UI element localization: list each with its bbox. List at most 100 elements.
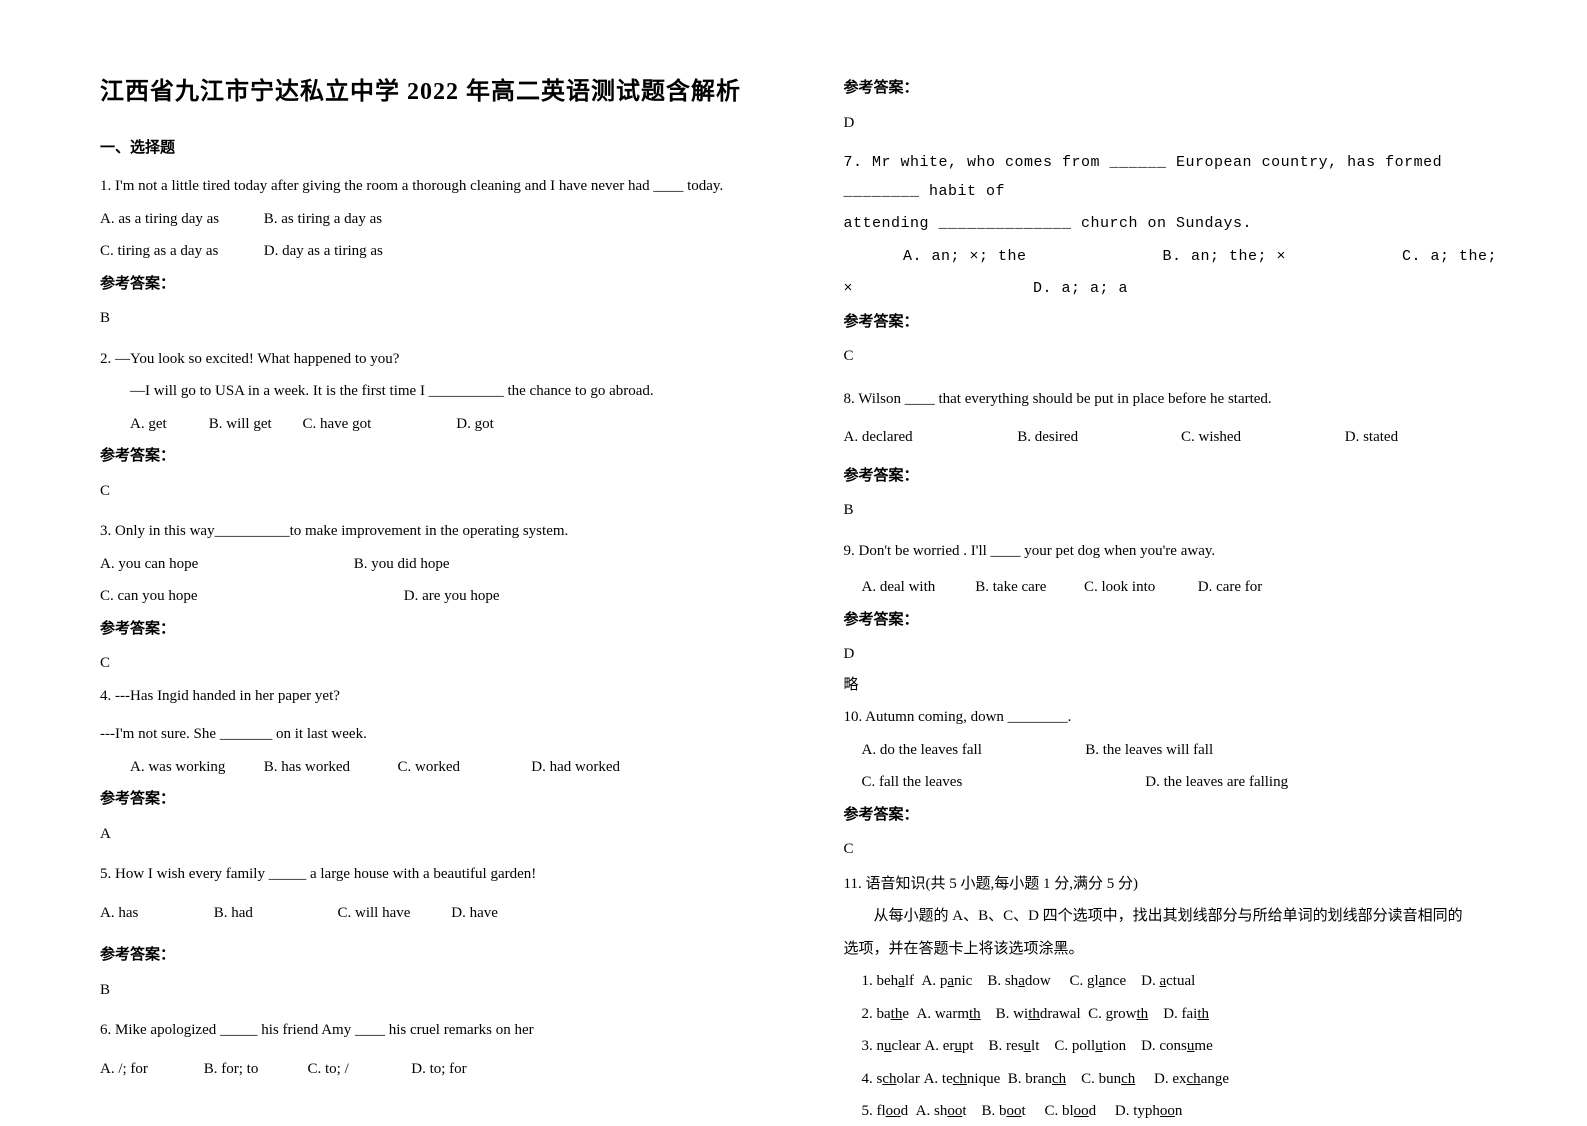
q2-ans: C <box>100 475 774 514</box>
q3-options-2: C. can you hope D. are you hope <box>100 582 774 611</box>
q7-stem-b: attending ______________ church on Sunda… <box>844 210 1528 239</box>
q3-opt-a: A. you can hope <box>100 550 350 579</box>
q9-options: A. deal with B. take care C. look into D… <box>844 573 1528 602</box>
q2-opt-d: D. got <box>456 410 494 439</box>
q11-line-2: 2. bathe A. warmth B. withdrawal C. grow… <box>844 1000 1528 1029</box>
q4-stem-2: ---I'm not sure. She _______ on it last … <box>100 720 774 749</box>
q8-ans: B <box>844 494 1528 533</box>
q8-stem: 8. Wilson ____ that everything should be… <box>844 385 1528 414</box>
q4-opt-a: A. was working <box>130 753 260 782</box>
q6-ans-label: 参考答案： <box>844 74 1528 103</box>
q6-ans: D <box>844 107 1528 146</box>
q5-stem: 5. How I wish every family _____ a large… <box>100 860 774 889</box>
q4-stem-1: 4. ---Has Ingid handed in her paper yet? <box>100 682 774 711</box>
q8-opt-d: D. stated <box>1345 423 1398 452</box>
q1-options-2: C. tiring as a day as D. day as a tiring… <box>100 237 774 266</box>
q3-ans: C <box>100 647 774 678</box>
q4-options: A. was working B. has worked C. worked D… <box>100 753 774 782</box>
q6-opt-d: D. to; for <box>411 1055 466 1084</box>
q11-head: 11. 语音知识(共 5 小题,每小题 1 分,满分 5 分) <box>844 870 1528 899</box>
q8-opt-c: C. wished <box>1181 423 1341 452</box>
q11-line-4: 4. scholar A. technique B. branch C. bun… <box>844 1065 1528 1094</box>
q6-options: A. /; for B. for; to C. to; / D. to; for <box>100 1055 774 1084</box>
q5-opt-a: A. has <box>100 899 210 928</box>
q10-options-1: A. do the leaves fall B. the leaves will… <box>844 736 1528 765</box>
q4-ans-label: 参考答案： <box>100 785 774 814</box>
q6-stem: 6. Mike apologized _____ his friend Amy … <box>100 1016 774 1045</box>
q7-options-1: A. an; ×; the B. an; the; × C. a; the; <box>844 243 1528 272</box>
q3-opt-b: B. you did hope <box>354 550 450 579</box>
q3-opt-c: C. can you hope <box>100 582 400 611</box>
q11-instr-2: 选项，并在答题卡上将该选项涂黑。 <box>844 935 1528 964</box>
q2-opt-a: A. get <box>130 410 205 439</box>
q11-line-5: 5. flood A. shoot B. boot C. blood D. ty… <box>844 1097 1528 1126</box>
q9-stem: 9. Don't be worried . I'll ____ your pet… <box>844 537 1528 566</box>
q9-omit: 略 <box>844 671 1528 700</box>
q2-stem-1: 2. —You look so excited! What happened t… <box>100 345 774 374</box>
q1-opt-b: B. as tiring a day as <box>264 205 382 234</box>
q5-opt-b: B. had <box>214 899 334 928</box>
q2-opt-c: C. have got <box>303 410 453 439</box>
q10-ans: C <box>844 833 1528 866</box>
q11-line-1: 1. behalf A. panic B. shadow C. glance D… <box>844 967 1528 996</box>
q1-stem: 1. I'm not a little tired today after gi… <box>100 172 774 201</box>
q1-opt-a: A. as a tiring day as <box>100 205 260 234</box>
q4-opt-b: B. has worked <box>264 753 394 782</box>
q3-opt-d: D. are you hope <box>404 582 500 611</box>
q2-ans-label: 参考答案： <box>100 442 774 471</box>
q2-options: A. get B. will get C. have got D. got <box>100 410 774 439</box>
q1-ans-label: 参考答案： <box>100 270 774 299</box>
q4-opt-d: D. had worked <box>531 753 620 782</box>
q5-opt-d: D. have <box>451 899 498 928</box>
q9-opt-a: A. deal with <box>862 573 972 602</box>
q6-opt-c: C. to; / <box>308 1055 408 1084</box>
q1-opt-c: C. tiring as a day as <box>100 237 260 266</box>
q7-stem-a: 7. Mr white, who comes from ______ Europ… <box>844 149 1528 206</box>
q7-opt-b: B. an; the; × <box>1163 243 1393 272</box>
q5-opt-c: C. will have <box>338 899 448 928</box>
q7-opt-d: D. a; a; a <box>1033 275 1128 304</box>
q6-opt-a: A. /; for <box>100 1055 200 1084</box>
q3-stem: 3. Only in this way__________to make imp… <box>100 517 774 546</box>
q7-ans-label: 参考答案： <box>844 308 1528 337</box>
q4-opt-c: C. worked <box>398 753 528 782</box>
q5-options: A. has B. had C. will have D. have <box>100 899 774 928</box>
q7-opt-c2: × <box>844 275 1024 304</box>
q1-opt-d: D. day as a tiring as <box>264 237 383 266</box>
q7-opt-c: C. a; the; <box>1402 243 1497 272</box>
q8-ans-label: 参考答案： <box>844 462 1528 491</box>
q10-opt-b: B. the leaves will fall <box>1085 736 1213 765</box>
q10-options-2: C. fall the leaves D. the leaves are fal… <box>844 768 1528 797</box>
q10-opt-d: D. the leaves are falling <box>1145 768 1288 797</box>
left-column: 江西省九江市宁达私立中学 2022 年高二英语测试题含解析 一、选择题 1. I… <box>100 70 814 1082</box>
page-title: 江西省九江市宁达私立中学 2022 年高二英语测试题含解析 <box>100 70 774 116</box>
q4-ans: A <box>100 818 774 857</box>
q7-ans: C <box>844 340 1528 379</box>
q9-opt-d: D. care for <box>1198 573 1263 602</box>
q7-opt-a: A. an; ×; the <box>903 243 1153 272</box>
q10-opt-a: A. do the leaves fall <box>862 736 1082 765</box>
q9-ans: D <box>844 638 1528 671</box>
q3-options-1: A. you can hope B. you did hope <box>100 550 774 579</box>
q6-opt-b: B. for; to <box>204 1055 304 1084</box>
q2-opt-b: B. will get <box>209 410 299 439</box>
right-column: 参考答案： D 7. Mr white, who comes from ____… <box>814 70 1528 1082</box>
exam-page: 江西省九江市宁达私立中学 2022 年高二英语测试题含解析 一、选择题 1. I… <box>0 0 1587 1122</box>
q10-ans-label: 参考答案： <box>844 801 1528 830</box>
section-1-heading: 一、选择题 <box>100 134 774 163</box>
q9-ans-label: 参考答案： <box>844 606 1528 635</box>
q11-instr-1: 从每小题的 A、B、C、D 四个选项中，找出其划线部分与所给单词的划线部分读音相… <box>844 902 1528 931</box>
q8-options: A. declared B. desired C. wished D. stat… <box>844 423 1528 452</box>
q5-ans-label: 参考答案： <box>100 941 774 970</box>
q1-ans: B <box>100 302 774 341</box>
q9-opt-c: C. look into <box>1084 573 1194 602</box>
q8-opt-b: B. desired <box>1017 423 1177 452</box>
q7-options-2: × D. a; a; a <box>844 275 1528 304</box>
q3-ans-label: 参考答案： <box>100 615 774 644</box>
q10-stem: 10. Autumn coming, down ________. <box>844 703 1528 732</box>
q11-line-3: 3. nuclear A. erupt B. result C. polluti… <box>844 1032 1528 1061</box>
q1-options: A. as a tiring day as B. as tiring a day… <box>100 205 774 234</box>
q2-stem-2: —I will go to USA in a week. It is the f… <box>100 377 774 406</box>
q10-opt-c: C. fall the leaves <box>862 768 1142 797</box>
q8-opt-a: A. declared <box>844 423 1014 452</box>
